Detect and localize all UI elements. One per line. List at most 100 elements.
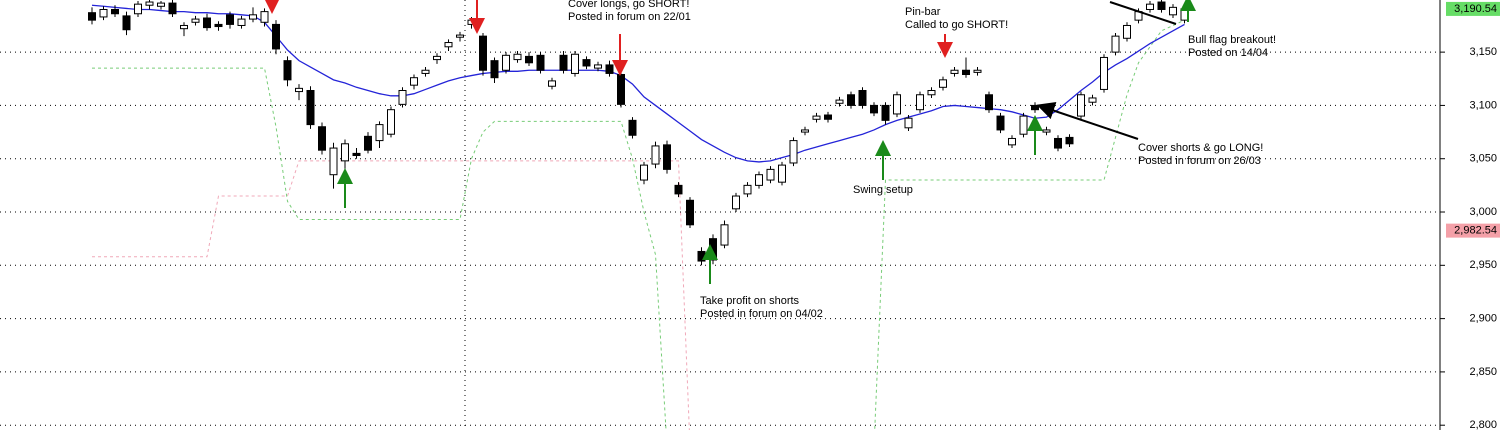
candle-body: [686, 199, 694, 226]
candle-body: [927, 89, 936, 96]
grid: [0, 51, 1440, 426]
candle-body: [789, 140, 798, 164]
candle-body: [1065, 136, 1074, 145]
candle-body: [122, 15, 131, 31]
candle-body: [628, 119, 637, 136]
y-tick-label: 2,800: [1469, 419, 1497, 430]
candle-body: [939, 79, 947, 88]
candle-body: [513, 53, 522, 61]
candle-body: [766, 168, 775, 181]
candle-body: [421, 69, 430, 74]
annotation: Swing setup: [853, 184, 913, 196]
candle-body: [341, 143, 349, 162]
candle-body: [226, 14, 234, 25]
y-tick-label: 2,950: [1469, 259, 1497, 271]
price-marker: [1446, 1, 1500, 16]
candle-body: [456, 34, 464, 38]
candle-body: [1042, 129, 1051, 133]
candle-body: [364, 135, 372, 151]
candle-body: [835, 99, 844, 104]
candle-body: [214, 23, 223, 28]
candle-body: [180, 24, 188, 30]
annotation: Cover longs, go SHORT!: [568, 0, 689, 10]
annotation: Posted in forum on 26/03: [1138, 155, 1261, 167]
candle-body: [502, 54, 510, 71]
candle-body: [663, 144, 671, 170]
candle-body: [237, 18, 246, 26]
candle-body: [1088, 97, 1097, 103]
candle-body: [651, 145, 660, 165]
candle-body: [904, 117, 913, 129]
candle-body: [1180, 8, 1189, 21]
candle-body: [1146, 3, 1154, 10]
candle-body: [490, 60, 499, 79]
candle-body: [548, 80, 556, 87]
candle-body: [720, 224, 729, 246]
candle-body: [249, 14, 257, 20]
pointer-line: [1109, 1, 1177, 25]
band-line: [92, 19, 1185, 430]
candle-body: [594, 64, 602, 69]
candle-body: [732, 195, 740, 210]
signal-arrows: [264, 0, 1196, 284]
bands: [92, 19, 1185, 430]
candle-body: [467, 19, 476, 25]
candle-body: [962, 69, 970, 76]
candle-body: [352, 152, 361, 157]
candle-body: [996, 115, 1005, 131]
candle-body: [605, 64, 614, 74]
candle-body: [433, 55, 441, 61]
candle-body: [697, 250, 706, 262]
price-marker: [1446, 223, 1500, 238]
candle-body: [559, 54, 568, 71]
annotation: Posted in forum on 22/01: [568, 11, 691, 23]
candle-body: [640, 164, 648, 181]
candle-body: [870, 104, 878, 114]
y-tick-label: 2,900: [1469, 313, 1497, 325]
candle-body: [1111, 35, 1120, 53]
price-marker-label: 2,982.54: [1454, 225, 1497, 237]
pointer-arrow: [1036, 102, 1139, 140]
candle-body: [858, 89, 867, 106]
candle-body: [847, 94, 855, 106]
annotation: Bull flag breakout!: [1188, 34, 1276, 46]
candle-body: [191, 18, 200, 23]
candle-body: [985, 94, 993, 111]
candle-body: [1157, 1, 1166, 10]
candle-body: [157, 2, 165, 7]
candle-body: [617, 74, 625, 105]
y-axis: 2,800 2,850 2,900 2,950 3,000 3,050 3,100 3,150…: [1440, 1, 1500, 430]
candles: [88, 0, 1189, 266]
candle-body: [410, 77, 418, 86]
candle-body: [387, 109, 395, 135]
candle-body: [168, 2, 177, 15]
candle-body: [973, 69, 982, 73]
candle-body: [375, 124, 384, 142]
candle-body: [1008, 137, 1016, 146]
annotation: Posted on 14/04: [1188, 47, 1268, 59]
candle-body: [329, 147, 338, 176]
candle-body: [801, 129, 809, 133]
candle-body: [778, 164, 786, 183]
candle-body: [536, 54, 545, 71]
y-tick-label: 3,000: [1469, 206, 1497, 218]
candle-body: [582, 59, 591, 67]
annotation: Pin-bar: [905, 6, 941, 18]
candle-body: [1169, 6, 1177, 16]
candle-body: [1100, 56, 1108, 90]
candle-body: [99, 8, 108, 18]
candle-body: [893, 94, 901, 115]
candle-body: [134, 3, 142, 15]
candle-body: [398, 89, 407, 105]
y-tick-label: 2,850: [1469, 366, 1497, 378]
candle-body: [916, 94, 924, 111]
candle-body: [1123, 24, 1131, 39]
candle-body: [1031, 104, 1039, 111]
annotation: Cover shorts & go LONG!: [1138, 142, 1263, 154]
candle-body: [1077, 94, 1085, 117]
candle-body: [444, 42, 453, 48]
candle-body: [145, 1, 154, 6]
